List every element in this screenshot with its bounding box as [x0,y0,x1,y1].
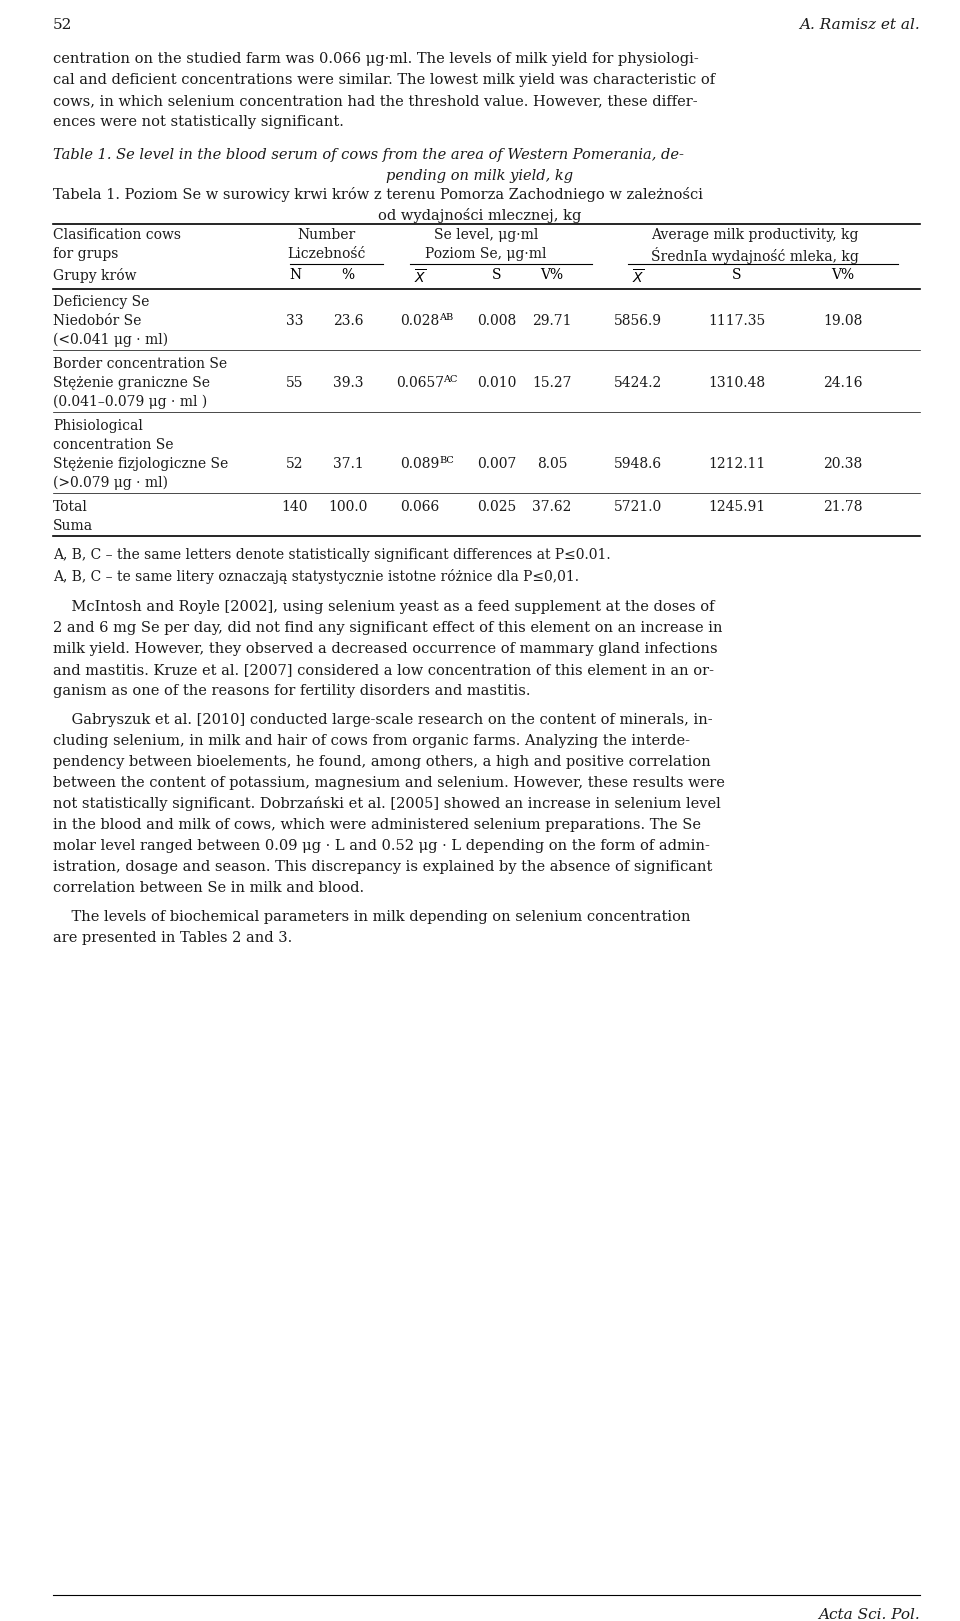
Text: 52: 52 [286,457,303,472]
Text: Gabryszuk et al. [2010] conducted large-scale research on the content of mineral: Gabryszuk et al. [2010] conducted large-… [53,713,712,726]
Text: S: S [732,267,742,282]
Text: Total: Total [53,499,88,514]
Text: 1117.35: 1117.35 [708,314,766,327]
Text: 1310.48: 1310.48 [708,376,765,391]
Text: milk yield. However, they observed a decreased occurrence of mammary gland infec: milk yield. However, they observed a dec… [53,642,718,657]
Text: 5856.9: 5856.9 [614,314,662,327]
Text: (>0.079 μg · ml): (>0.079 μg · ml) [53,477,168,491]
Text: Niedobór Se: Niedobór Se [53,314,141,327]
Text: 100.0: 100.0 [328,499,368,514]
Text: 21.78: 21.78 [824,499,863,514]
Text: 33: 33 [286,314,303,327]
Text: Se level, μg·ml: Se level, μg·ml [434,229,539,242]
Text: 0.025: 0.025 [477,499,516,514]
Text: 24.16: 24.16 [824,376,863,391]
Text: Stężenie fizjologiczne Se: Stężenie fizjologiczne Se [53,457,228,472]
Text: correlation between Se in milk and blood.: correlation between Se in milk and blood… [53,880,364,895]
Text: Phisiological: Phisiological [53,418,143,433]
Text: (<0.041 μg · ml): (<0.041 μg · ml) [53,332,168,347]
Text: AB: AB [440,313,454,321]
Text: McIntosh and Royle [2002], using selenium yeast as a feed supplement at the dose: McIntosh and Royle [2002], using seleniu… [53,600,714,614]
Text: 55: 55 [286,376,303,391]
Text: Liczebność: Liczebność [287,246,365,261]
Text: 29.71: 29.71 [532,314,572,327]
Text: N: N [289,267,301,282]
Text: BC: BC [440,456,454,465]
Text: ŚrednIa wydajność mleka, kg: ŚrednIa wydajność mleka, kg [651,246,859,264]
Text: 0.066: 0.066 [400,499,440,514]
Text: 1212.11: 1212.11 [708,457,766,472]
Text: 37.1: 37.1 [332,457,364,472]
Text: Suma: Suma [53,519,93,533]
Text: A, B, C – the same letters denote statistically significant differences at P≤0.0: A, B, C – the same letters denote statis… [53,548,611,562]
Text: cal and deficient concentrations were similar. The lowest milk yield was charact: cal and deficient concentrations were si… [53,73,715,88]
Text: $\overline{X}$: $\overline{X}$ [632,267,644,287]
Text: Deficiency Se: Deficiency Se [53,295,150,310]
Text: Poziom Se, μg·ml: Poziom Se, μg·ml [425,246,547,261]
Text: Average milk productivity, kg: Average milk productivity, kg [651,229,859,242]
Text: in the blood and milk of cows, which were administered selenium preparations. Th: in the blood and milk of cows, which wer… [53,819,701,832]
Text: A. Ramisz et al.: A. Ramisz et al. [800,18,920,32]
Text: pending on milk yield, kg: pending on milk yield, kg [387,169,573,183]
Text: The levels of biochemical parameters in milk depending on selenium concentration: The levels of biochemical parameters in … [53,909,690,924]
Text: cows, in which selenium concentration had the threshold value. However, these di: cows, in which selenium concentration ha… [53,94,698,109]
Text: 0.007: 0.007 [477,457,516,472]
Text: S: S [492,267,502,282]
Text: and mastitis. Kruze et al. [2007] considered a low concentration of this element: and mastitis. Kruze et al. [2007] consid… [53,663,714,678]
Text: %: % [342,267,354,282]
Text: 8.05: 8.05 [537,457,567,472]
Text: 20.38: 20.38 [824,457,863,472]
Text: 140: 140 [281,499,308,514]
Text: 19.08: 19.08 [824,314,863,327]
Text: not statistically significant. Dobrzański et al. [2005] showed an increase in se: not statistically significant. Dobrzańsk… [53,798,721,812]
Text: Clasification cows: Clasification cows [53,229,181,242]
Text: 5721.0: 5721.0 [613,499,662,514]
Text: 39.3: 39.3 [333,376,363,391]
Text: Grupy krów: Grupy krów [53,267,136,284]
Text: cluding selenium, in milk and hair of cows from organic farms. Analyzing the int: cluding selenium, in milk and hair of co… [53,734,690,747]
Text: centration on the studied farm was 0.066 μg·ml. The levels of milk yield for phy: centration on the studied farm was 0.066… [53,52,699,66]
Text: molar level ranged between 0.09 μg · L and 0.52 μg · L depending on the form of : molar level ranged between 0.09 μg · L a… [53,840,709,853]
Text: Table 1. Se level in the blood serum of cows from the area of Western Pomerania,: Table 1. Se level in the blood serum of … [53,148,684,162]
Text: (0.041–0.079 μg · ml ): (0.041–0.079 μg · ml ) [53,396,207,410]
Text: pendency between bioelements, he found, among others, a high and positive correl: pendency between bioelements, he found, … [53,755,710,768]
Text: Tabela 1. Poziom Se w surowicy krwi krów z terenu Pomorza Zachodniego w zależnoś: Tabela 1. Poziom Se w surowicy krwi krów… [53,186,703,203]
Text: 23.6: 23.6 [333,314,363,327]
Text: 0.0657: 0.0657 [396,376,444,391]
Text: V%: V% [831,267,854,282]
Text: Border concentration Se: Border concentration Se [53,357,228,371]
Text: 0.089: 0.089 [400,457,440,472]
Text: A, B, C – te same litery oznaczają statystycznie istotne różnice dla P≤0,01.: A, B, C – te same litery oznaczają staty… [53,569,579,584]
Text: 5424.2: 5424.2 [613,376,662,391]
Text: 2 and 6 mg Se per day, did not find any significant effect of this element on an: 2 and 6 mg Se per day, did not find any … [53,621,723,635]
Text: istration, dosage and season. This discrepancy is explained by the absence of si: istration, dosage and season. This discr… [53,861,712,874]
Text: Acta Sci. Pol.: Acta Sci. Pol. [818,1608,920,1621]
Text: 0.010: 0.010 [477,376,516,391]
Text: V%: V% [540,267,564,282]
Text: ences were not statistically significant.: ences were not statistically significant… [53,115,344,130]
Text: $\overline{X}$: $\overline{X}$ [414,267,426,287]
Text: ganism as one of the reasons for fertility disorders and mastitis.: ganism as one of the reasons for fertili… [53,684,531,699]
Text: concentration Se: concentration Se [53,438,174,452]
Text: 15.27: 15.27 [532,376,572,391]
Text: 5948.6: 5948.6 [614,457,662,472]
Text: 1245.91: 1245.91 [708,499,765,514]
Text: 0.008: 0.008 [477,314,516,327]
Text: for grups: for grups [53,246,118,261]
Text: Stężenie graniczne Se: Stężenie graniczne Se [53,376,210,391]
Text: Number: Number [297,229,355,242]
Text: 37.62: 37.62 [532,499,572,514]
Text: od wydajności mlecznej, kg: od wydajności mlecznej, kg [378,207,582,224]
Text: are presented in Tables 2 and 3.: are presented in Tables 2 and 3. [53,930,292,945]
Text: between the content of potassium, magnesium and selenium. However, these results: between the content of potassium, magnes… [53,776,725,789]
Text: AC: AC [443,374,457,384]
Text: 52: 52 [53,18,72,32]
Text: 0.028: 0.028 [400,314,440,327]
